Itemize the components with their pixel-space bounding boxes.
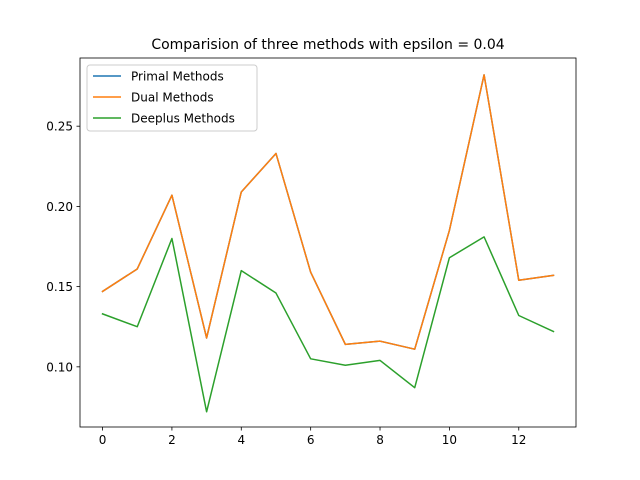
x-tick-label: 2 — [168, 433, 176, 447]
y-tick-label: 0.15 — [46, 280, 73, 294]
series-line-deeplus-methods — [101, 236, 555, 413]
x-tick-label: 0 — [99, 433, 107, 447]
legend-label-deeplus-methods: Deeplus Methods — [131, 112, 235, 126]
legend-label-dual-methods: Dual Methods — [131, 91, 214, 105]
x-tick-label: 12 — [511, 433, 526, 447]
x-tick-label: 4 — [237, 433, 245, 447]
plot-area: 0 2 4 6 8 10 12 0.10 0.15 0.20 0.25 Primal Methods D… — [46, 57, 577, 447]
chart-title: Comparision of three methods with epsilo… — [151, 37, 504, 53]
series-line-dual-methods — [101, 74, 555, 350]
x-tick-label: 10 — [442, 433, 457, 447]
axes-frame — [79, 57, 577, 428]
legend-box — [86, 64, 258, 132]
y-tick-label: 0.25 — [46, 120, 73, 134]
x-tick-label: 8 — [376, 433, 384, 447]
legend-label-primal-methods: Primal Methods — [131, 70, 224, 84]
y-tick-label: 0.20 — [46, 200, 73, 214]
y-tick-label: 0.10 — [46, 360, 73, 374]
x-tick-label: 6 — [307, 433, 315, 447]
